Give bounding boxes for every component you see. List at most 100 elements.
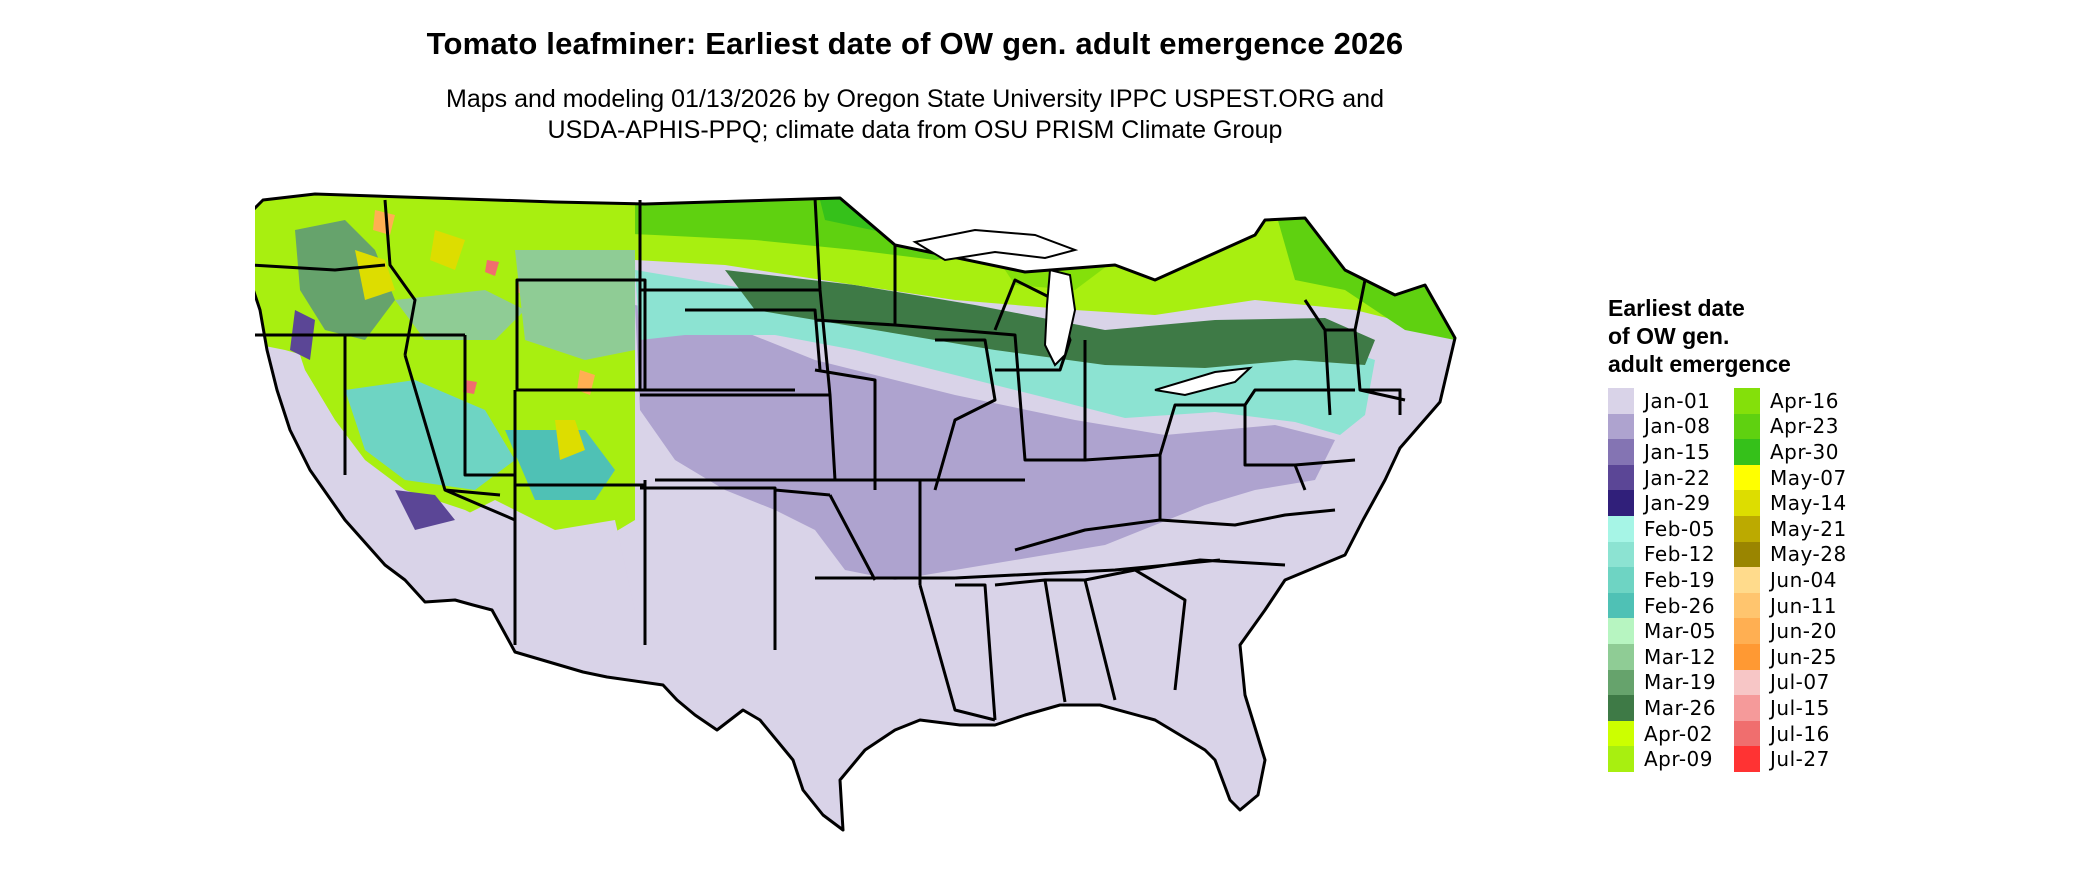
state-boundaries [255,192,1457,832]
legend-swatch [1608,541,1634,568]
legend-item: Jan-29 [1608,490,1724,516]
legend-item: Feb-12 [1608,541,1724,568]
legend-label: Jan-22 [1644,465,1711,490]
legend-swatch [1608,669,1634,696]
legend-title-line: of OW gen. [1608,323,1730,349]
legend-swatch [1734,695,1760,721]
map-subtitle: Maps and modeling 01/13/2026 by Oregon S… [0,84,1830,146]
legend-swatch [1608,388,1634,414]
legend-swatch [1734,643,1760,670]
legend-item: Jul-27 [1734,746,1850,772]
legend-label: Mar-12 [1644,644,1717,669]
legend-label: Jun-20 [1770,619,1837,644]
legend-item: Jan-08 [1608,413,1724,440]
legend-label: Feb-12 [1644,542,1716,567]
legend-label: Jun-04 [1770,567,1837,592]
legend-swatch [1608,439,1634,465]
legend-swatch [1608,413,1634,440]
legend-title-line: adult emergence [1608,351,1791,377]
legend-label: Feb-26 [1644,593,1716,618]
zone-west-jul [463,260,499,394]
zone-mar-26 [725,270,1375,368]
legend-title: Earliest date of OW gen. adult emergence [1608,294,2028,378]
legend-item: Jun-04 [1734,567,1850,593]
legend-label: Apr-09 [1644,747,1713,772]
legend-label: Jun-11 [1770,593,1837,618]
legend-item: May-21 [1734,515,1850,542]
legend-swatch [1734,592,1760,619]
subtitle-line: Maps and modeling 01/13/2026 by Oregon S… [446,85,1384,113]
legend-label: May-07 [1770,465,1847,490]
legend-item: Jun-20 [1734,618,1850,644]
legend-item: Jan-01 [1608,388,1724,414]
legend-label: Mar-05 [1644,619,1717,644]
great-lakes [912,228,1253,397]
legend-title-line: Earliest date [1608,295,1745,321]
legend-label: Apr-02 [1644,721,1713,746]
zone-sw-jan [290,310,455,530]
legend-swatch [1734,746,1760,772]
legend-swatch [1608,567,1634,593]
legend-item: Jun-25 [1734,643,1850,670]
legend-swatch [1608,643,1634,670]
lake-erie [1154,366,1253,397]
legend-swatch [1734,567,1760,593]
legend-swatch [1734,413,1760,440]
legend-item: Apr-30 [1734,439,1850,465]
legend-swatch [1608,746,1634,772]
legend-item: May-07 [1734,464,1850,491]
legend-swatch [1608,695,1634,721]
legend-swatch [1734,541,1760,568]
legend-swatch [1734,490,1760,516]
legend-label: Apr-16 [1770,388,1839,413]
lake-michigan [1043,268,1077,367]
legend-column: Jan-01 Jan-08 Jan-15 Jan-22 Jan-29 Feb-05 Feb-… [1608,388,1724,772]
legend-label: Jul-16 [1770,721,1830,746]
legend-swatch [1608,490,1634,516]
lake-superior [912,228,1079,262]
legend-columns: Jan-01 Jan-08 Jan-15 Jan-22 Jan-29 Feb-05 Feb-… [1608,388,2028,772]
legend-item: Apr-09 [1608,746,1724,772]
legend-swatch [1608,720,1634,747]
legend-item: Apr-23 [1734,413,1850,440]
legend-item: Apr-02 [1608,720,1724,747]
page-title: Tomato leafminer: Earliest date of OW ge… [426,26,1404,61]
legend-label: Apr-23 [1770,414,1839,439]
legend-label: Jul-07 [1770,670,1830,695]
legend-item: Jan-22 [1608,464,1724,491]
legend-label: May-28 [1770,542,1847,567]
legend-label: Apr-30 [1770,439,1839,464]
zone-west-may [355,230,585,460]
legend-swatch [1734,464,1760,491]
legend-item: Mar-26 [1608,695,1724,721]
legend-swatch [1608,618,1634,644]
legend-swatch [1608,464,1634,491]
legend-label: Jan-29 [1644,491,1711,516]
legend-item: Jul-16 [1734,720,1850,747]
legend-swatch [1608,592,1634,619]
legend-swatch [1608,515,1634,542]
legend-item: Feb-19 [1608,567,1724,593]
legend-item: Mar-19 [1608,669,1724,696]
plains-state-lines [638,197,1025,650]
legend-item: Apr-16 [1734,388,1850,414]
legend-item: Mar-05 [1608,618,1724,644]
legend-item: Jun-11 [1734,592,1850,619]
legend-label: May-14 [1770,491,1847,516]
legend-label: Jul-15 [1770,695,1830,720]
west-state-lines [255,199,795,645]
legend-swatch [1734,388,1760,414]
legend-item: Feb-26 [1608,592,1724,619]
subtitle-line: USDA-APHIS-PPQ; climate data from OSU PR… [547,116,1283,144]
legend-item: May-28 [1734,541,1850,568]
legend-swatch [1734,669,1760,696]
legend-item: Jul-15 [1734,695,1850,721]
us-outline [255,192,1457,832]
legend-label: May-21 [1770,516,1847,541]
legend-label: Jan-01 [1644,388,1711,413]
legend: Earliest date of OW gen. adult emergence… [1608,294,2028,772]
zone-wy-green [515,250,635,360]
legend-item: Jan-15 [1608,439,1724,465]
legend-label: Mar-19 [1644,670,1717,695]
zone-west-mar2 [395,290,525,340]
